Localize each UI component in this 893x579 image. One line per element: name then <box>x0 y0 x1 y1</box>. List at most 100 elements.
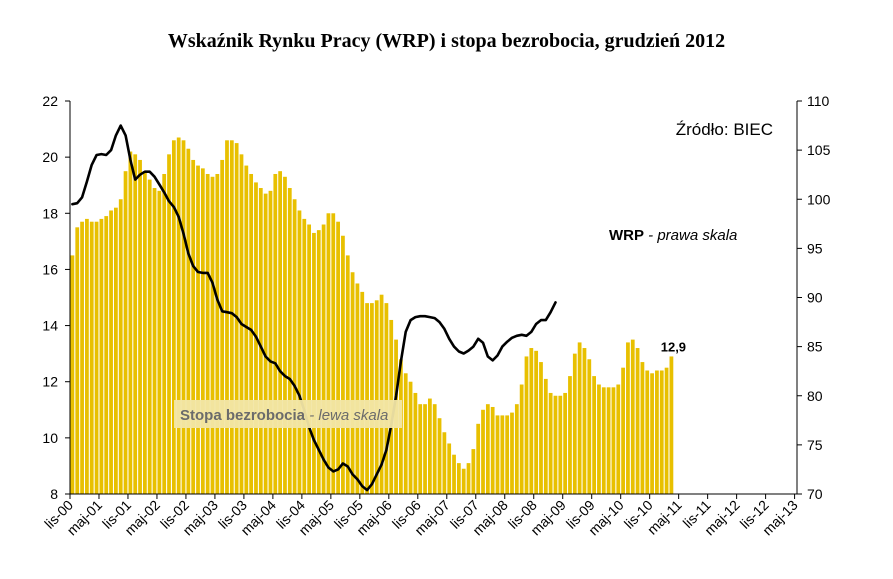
right-tick-label: 95 <box>807 240 823 256</box>
bar <box>568 376 572 494</box>
bar <box>268 190 273 495</box>
bar <box>461 468 466 494</box>
bar <box>558 395 563 494</box>
left-tick-label: 12 <box>42 374 58 390</box>
chart-title: Wskaźnik Rynku Pracy (WRP) i stopa bezro… <box>167 30 726 52</box>
bar <box>456 463 461 494</box>
stopa-series-scale: - lewa skala <box>305 407 388 424</box>
bar <box>413 392 418 494</box>
bar <box>128 151 133 494</box>
wrp-line <box>71 124 557 492</box>
bar <box>611 387 616 494</box>
bar <box>263 193 268 494</box>
bar <box>524 356 529 494</box>
bar <box>471 449 476 494</box>
right-tick-label: 75 <box>807 437 823 453</box>
bar <box>99 218 104 494</box>
bar <box>152 188 157 494</box>
stopa-series-label: Stopa bezrobocia - lewa skala <box>180 407 388 424</box>
bar <box>640 362 645 494</box>
bar <box>655 370 659 494</box>
right-tick-label: 80 <box>807 388 823 404</box>
right-tick-label: 90 <box>807 290 823 306</box>
bar <box>650 373 654 494</box>
bar <box>481 409 485 494</box>
bar <box>548 392 553 494</box>
bar <box>142 171 147 494</box>
bar <box>345 255 350 494</box>
bar <box>80 221 84 494</box>
bar <box>514 404 519 494</box>
bar <box>133 154 138 495</box>
bar <box>205 173 210 494</box>
bar <box>510 412 514 494</box>
bar <box>539 362 543 494</box>
bar <box>519 384 524 494</box>
wrp-series-name: WRP <box>609 227 644 244</box>
bar <box>447 443 452 494</box>
bar <box>157 190 162 495</box>
left-tick-label: 18 <box>42 205 58 221</box>
bar <box>379 294 384 494</box>
bar <box>331 213 336 495</box>
bar <box>297 210 302 494</box>
bar <box>384 303 389 494</box>
bar <box>505 415 510 494</box>
bar <box>278 171 283 494</box>
last-bar-value-label: 12,9 <box>661 339 686 354</box>
bar <box>437 418 442 494</box>
bar <box>225 140 229 495</box>
bar <box>490 406 495 494</box>
bar <box>176 137 181 494</box>
bar <box>302 218 307 494</box>
bar <box>244 165 249 495</box>
bar <box>312 232 316 494</box>
bar <box>350 272 355 494</box>
right-tick-label: 70 <box>807 486 823 502</box>
bar <box>181 140 186 495</box>
bar <box>89 221 94 494</box>
bar <box>316 230 321 494</box>
bar <box>186 148 191 494</box>
bar <box>635 348 640 494</box>
left-tick-label: 10 <box>42 430 58 446</box>
bar <box>341 235 345 494</box>
line-series <box>71 124 557 492</box>
left-tick-label: 22 <box>42 93 58 109</box>
source-label: Źródło: BIEC <box>676 120 773 139</box>
bar <box>292 199 297 494</box>
bar <box>321 224 326 494</box>
bar <box>191 159 196 494</box>
bar <box>114 207 118 494</box>
bar <box>75 227 80 495</box>
bar <box>572 353 577 494</box>
bar <box>70 255 75 494</box>
bar <box>621 367 625 494</box>
left-tick-label: 20 <box>42 149 58 165</box>
bar <box>258 188 263 494</box>
bar <box>606 387 611 494</box>
bar <box>138 159 142 494</box>
bar <box>287 188 292 494</box>
bar <box>249 173 254 494</box>
bar <box>466 463 471 494</box>
bar <box>408 381 413 494</box>
bar <box>123 171 128 494</box>
bar <box>374 300 379 494</box>
bar <box>423 404 427 494</box>
bar-series <box>70 137 674 495</box>
bar <box>171 140 176 495</box>
bar <box>626 342 630 494</box>
bar <box>336 221 340 494</box>
bar <box>427 398 432 494</box>
bar <box>601 387 606 494</box>
bar <box>577 342 582 494</box>
right-tick-label: 105 <box>807 142 831 158</box>
bar <box>534 350 539 494</box>
bar <box>587 359 592 494</box>
labels: Źródło: BIEC WRP - prawa skala Stopa bezro… <box>174 120 773 428</box>
stopa-series-name: Stopa bezrobocia <box>180 407 306 424</box>
bar <box>582 348 587 494</box>
stopa-label-box <box>174 400 402 428</box>
